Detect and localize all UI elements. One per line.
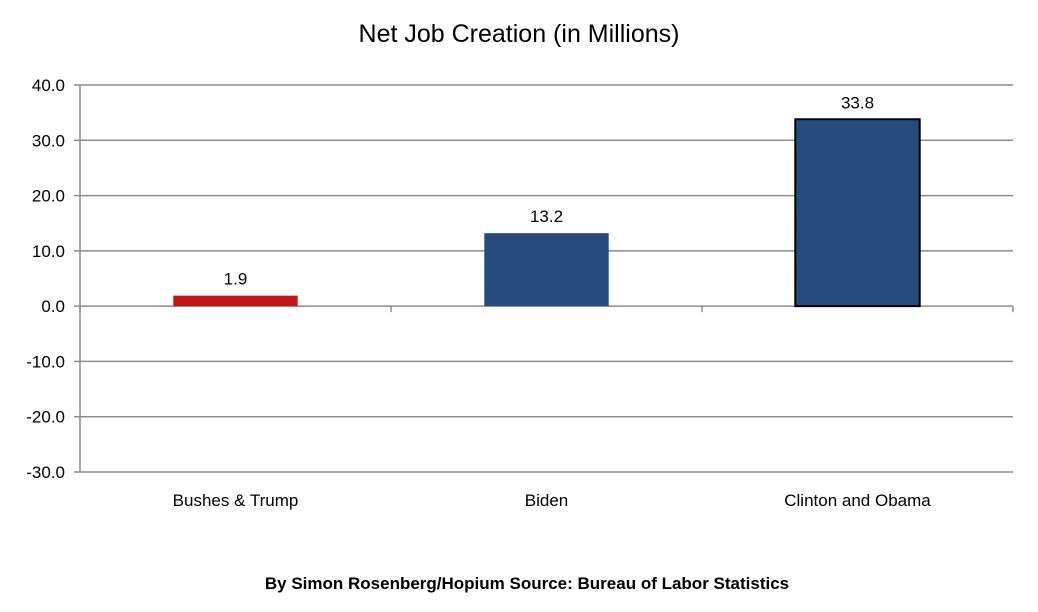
y-tick-label-0: 40.0: [32, 76, 65, 95]
data-label-1: 13.2: [530, 207, 563, 226]
bars: [173, 118, 921, 308]
y-tick-label-2: 20.0: [32, 187, 65, 206]
bar-1: [484, 233, 609, 307]
y-tick-label-6: -20.0: [26, 408, 65, 427]
bar-0: [173, 295, 298, 307]
y-tick-label-5: -10.0: [26, 352, 65, 371]
category-label-0: Bushes & Trump: [173, 491, 299, 510]
category-label-1: Biden: [525, 491, 568, 510]
data-label-0: 1.9: [224, 270, 248, 289]
y-tick-label-1: 30.0: [32, 131, 65, 150]
y-tick-label-3: 10.0: [32, 242, 65, 261]
y-tick-label-7: -30.0: [26, 463, 65, 482]
chart-title: Net Job Creation (in Millions): [359, 20, 680, 48]
bar-2: [794, 118, 921, 308]
labels: 40.0 30.0 20.0 10.0 0.0 -10.0 -20.0 -30.0 1.9 Bus…: [26, 76, 931, 510]
axes: [74, 84, 1014, 473]
y-tick-label-4: 0.0: [41, 297, 65, 316]
source-caption: By Simon Rosenberg/Hopium Source: Bureau…: [265, 574, 789, 593]
category-label-2: Clinton and Obama: [784, 491, 931, 510]
data-label-2: 33.8: [841, 93, 874, 112]
